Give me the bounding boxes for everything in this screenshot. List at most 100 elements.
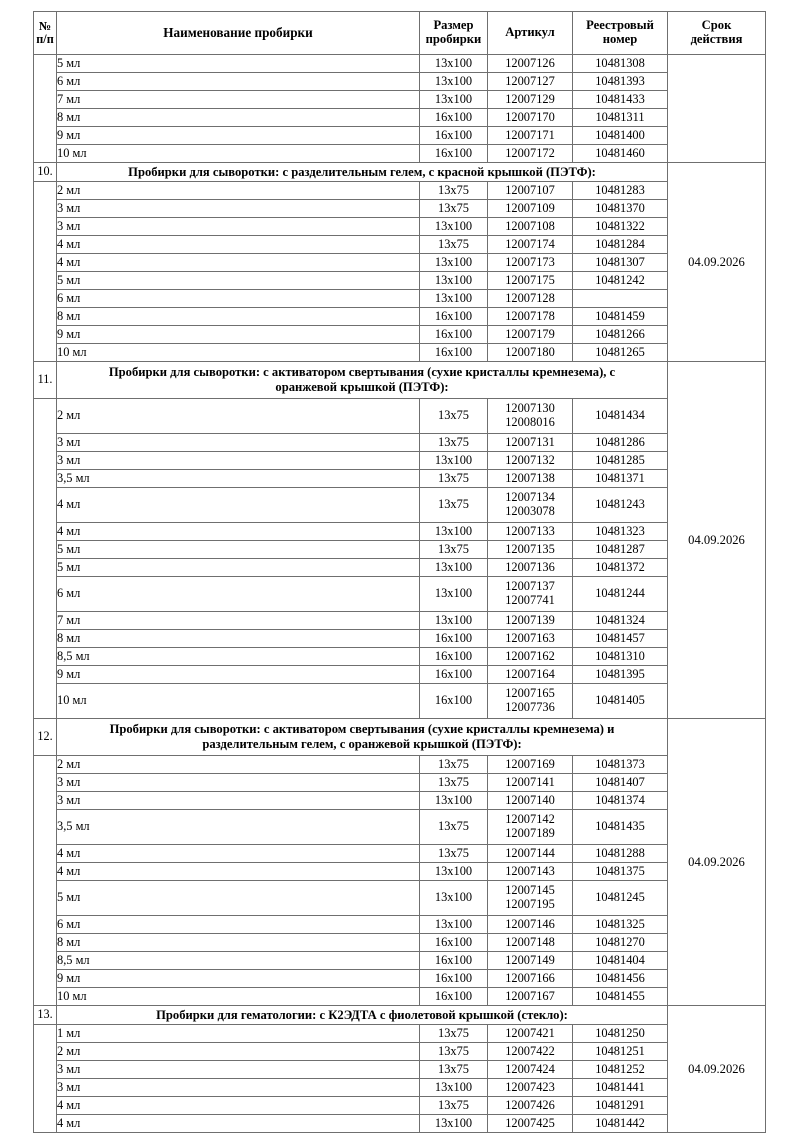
section-title-line: оранжевой крышкой (ПЭТФ): (275, 380, 449, 394)
cell-tube-name: 9 мл (56, 665, 420, 684)
column-header-name: Наименование пробирки (56, 11, 420, 55)
cell-tube-name: 6 мл (56, 576, 420, 612)
table-row: 4 мл 13x100 12007143 10481375 (34, 862, 766, 881)
cell-registry-number: 10481308 (572, 54, 668, 73)
cell-tube-name: 2 мл (56, 398, 420, 434)
cell-registry-number: 10481404 (572, 951, 668, 970)
article-code: 12007170 (505, 109, 555, 124)
cell-tube-name: 8 мл (56, 629, 420, 648)
article-code: 12007138 (505, 470, 555, 485)
section-number: 12. (33, 718, 57, 756)
table-row: 8,5 мл 16x100 12007162 10481310 (34, 647, 766, 666)
table-row: 6 мл 13x100 12007146 10481325 (34, 915, 766, 934)
article-code: 12007422 (505, 1043, 555, 1058)
cell-tube-size: 16x100 (419, 144, 488, 163)
cell-registry-number: 10481456 (572, 969, 668, 988)
article-code: 12007149 (505, 952, 555, 967)
cell-article: 12007128 (487, 289, 573, 308)
cell-registry-number: 10481459 (572, 307, 668, 326)
article-code: 12007174 (505, 236, 555, 251)
cell-registry-number: 10481252 (572, 1060, 668, 1079)
column-header-registry-number: Реестровый номер (572, 11, 668, 55)
cell-registry-number: 10481371 (572, 469, 668, 488)
section-title: Пробирки для сыворотки: с активатором св… (56, 718, 668, 756)
registry-table: № п/п Наименование пробирки Размер проби… (33, 11, 766, 1133)
article-code: 12007144 (505, 845, 555, 860)
table-row: 5 мл 13x100 12007145 12007195 10481245 (34, 880, 766, 916)
cell-tube-size: 13x100 (419, 915, 488, 934)
cell-article: 12007145 12007195 (487, 880, 573, 916)
cell-registry-number: 10481283 (572, 181, 668, 200)
cell-tube-name: 4 мл (56, 522, 420, 541)
article-code: 12007134 (505, 490, 555, 505)
section-title: Пробирки для сыворотки: с разделительным… (56, 162, 668, 182)
section-title: Пробирки для гематологии: с К2ЭДТА с фио… (56, 1005, 668, 1025)
cell-tube-name: 3 мл (56, 791, 420, 810)
article-code: 12007175 (505, 272, 555, 287)
table-row: 2 мл 13x75 12007130 12008016 10481434 (33, 398, 766, 719)
cell-article: 12007149 (487, 951, 573, 970)
cell-article: 12007425 (487, 1114, 573, 1133)
cell-tube-name: 5 мл (56, 558, 420, 577)
article-code: 12007145 (505, 883, 555, 898)
cell-article: 12007141 (487, 773, 573, 792)
cell-article: 12007144 (487, 844, 573, 863)
cell-registry-number: 10481270 (572, 933, 668, 952)
cell-registry-number: 10481284 (572, 235, 668, 254)
cell-tube-name: 4 мл (56, 844, 420, 863)
cell-article: 12007422 (487, 1042, 573, 1061)
cell-tube-name: 4 мл (56, 862, 420, 881)
table-row: 7 мл 13x100 12007139 10481324 (34, 611, 766, 630)
cell-tube-size: 13x75 (419, 809, 488, 845)
cell-registry-number: 10481405 (572, 683, 668, 719)
cell-tube-size: 13x100 (419, 253, 488, 272)
table-row: 4 мл 13x75 12007134 12003078 10481243 (34, 487, 766, 523)
article-code: 12007129 (505, 91, 555, 106)
article-code: 12007426 (505, 1097, 555, 1112)
cell-article: 12007165 12007736 (487, 683, 573, 719)
article-code: 12007164 (505, 666, 555, 681)
cell-registry-number (572, 289, 668, 308)
header-row: № п/п Наименование пробирки Размер проби… (33, 11, 766, 55)
article-code: 12007131 (505, 434, 555, 449)
table-row: 10 мл 16x100 12007180 10481265 (34, 343, 766, 362)
cell-article: 12007169 (487, 755, 573, 774)
article-code: 12007108 (505, 218, 555, 233)
cell-tube-size: 13x75 (419, 469, 488, 488)
cell-article: 12007107 (487, 181, 573, 200)
cell-registry-number: 10481433 (572, 90, 668, 109)
cell-tube-name: 8,5 мл (56, 647, 420, 666)
section-title-line: разделительным гелем, с оранжевой крышко… (202, 737, 522, 751)
section-header-row: 13. Пробирки для гематологии: с К2ЭДТА с … (33, 1005, 766, 1133)
cell-article: 12007426 (487, 1096, 573, 1115)
column-header-article: Артикул (487, 11, 573, 55)
cell-tube-size: 13x100 (419, 880, 488, 916)
cell-tube-size: 13x75 (419, 199, 488, 218)
table-row: 5 мл 13x75 12007135 10481287 (34, 540, 766, 559)
cell-article: 12007178 (487, 307, 573, 326)
section-header-row: 12. Пробирки для сыворотки: с активатором… (33, 718, 766, 1006)
article-code: 12007136 (505, 559, 555, 574)
table-row: 3 мл 13x75 12007131 10481286 (34, 433, 766, 452)
cell-registry-number: 10481243 (572, 487, 668, 523)
cell-article: 12007131 (487, 433, 573, 452)
table-row: 8 мл 16x100 12007178 10481459 (34, 307, 766, 326)
cell-tube-name: 6 мл (56, 72, 420, 91)
article-code: 12007146 (505, 916, 555, 931)
table-row: 4 мл 13x75 12007426 10481291 (34, 1096, 766, 1115)
cell-tube-name: 3 мл (56, 451, 420, 470)
cell-registry-number: 10481325 (572, 915, 668, 934)
table-row: 8 мл 16x100 12007170 10481311 (34, 108, 766, 127)
table-row: 5 мл 13x100 12007126 10481308 (33, 54, 766, 163)
table-row: 5 мл 13x100 12007136 10481372 (34, 558, 766, 577)
term-value: 04.09.2026 (667, 361, 766, 719)
cell-tube-name: 1 мл (56, 1024, 420, 1043)
cell-registry-number: 10481372 (572, 558, 668, 577)
cell-registry-number: 10481395 (572, 665, 668, 684)
table-row: 3 мл 13x100 12007423 10481441 (34, 1078, 766, 1097)
article-code: 12007171 (505, 127, 555, 142)
cell-tube-name: 6 мл (56, 289, 420, 308)
cell-registry-number: 10481311 (572, 108, 668, 127)
cell-tube-size: 16x100 (419, 969, 488, 988)
table-row: 2 мл 13x75 12007422 10481251 (34, 1042, 766, 1061)
